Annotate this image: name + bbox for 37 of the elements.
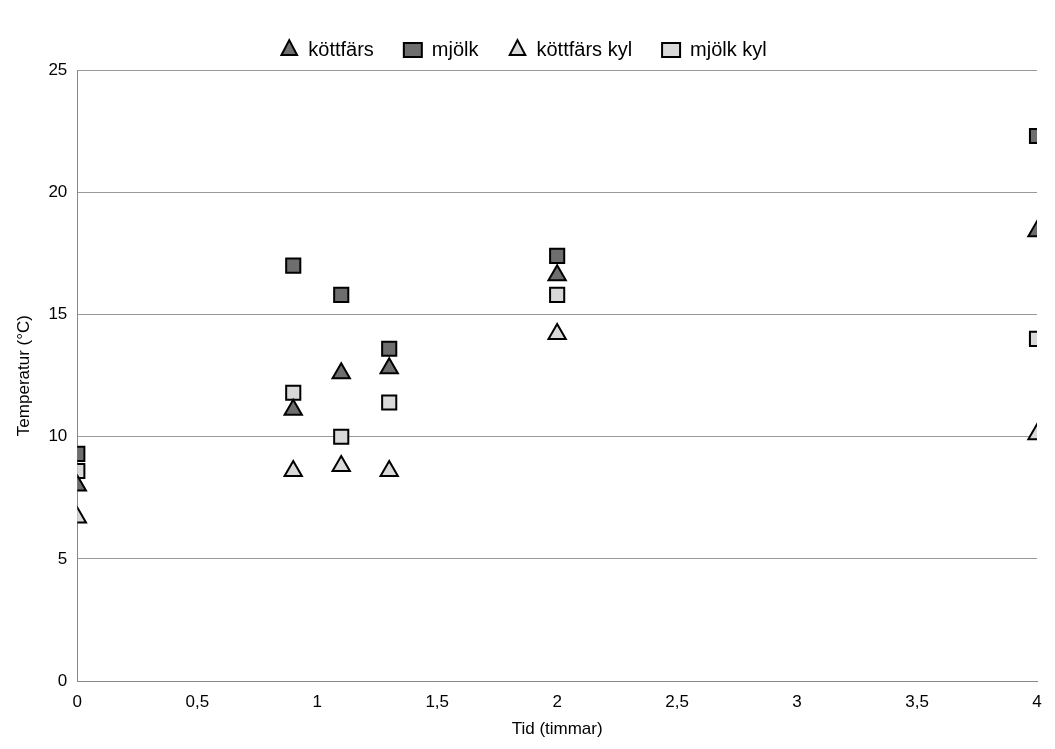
y-tick-label: 25 [48,59,68,79]
y-tick-label: 5 [57,548,68,568]
y-tick-label: 0 [57,670,68,690]
point [379,357,399,375]
point [331,362,351,380]
y-axis-title: Temperatur (°C) [13,315,33,437]
legend-label: köttfärs kyl [536,37,633,60]
x-tick-label: 0,5 [185,692,210,712]
x-tick-label: 3,5 [905,692,929,712]
point [283,398,303,416]
x-tick-label: 2 [552,692,562,712]
x-tick-label: 0 [72,692,83,712]
point [549,286,566,303]
y-tick-label: 20 [48,181,68,201]
x-tick-label: 1,5 [425,692,450,712]
point [379,459,399,477]
point [381,394,398,411]
legend-label: mjölk [431,37,480,60]
point [333,286,350,303]
point [547,264,567,282]
point [283,459,303,477]
point [547,323,567,341]
y-tick-label: 15 [48,304,68,324]
point [333,428,350,445]
point [285,384,302,401]
x-tick-label: 4 [1032,692,1042,712]
point [331,455,351,473]
x-tick-label: 2,5 [665,692,689,712]
point [549,247,566,264]
legend-label: köttfärs [308,37,374,60]
point [285,257,302,274]
x-tick-label: 1 [312,692,322,712]
x-tick-label: 3 [792,692,802,712]
x-axis-title: Tid (timmar) [511,719,603,739]
y-tick-label: 10 [48,426,68,446]
legend-label: mjölk kyl [690,37,767,60]
point [381,340,398,357]
